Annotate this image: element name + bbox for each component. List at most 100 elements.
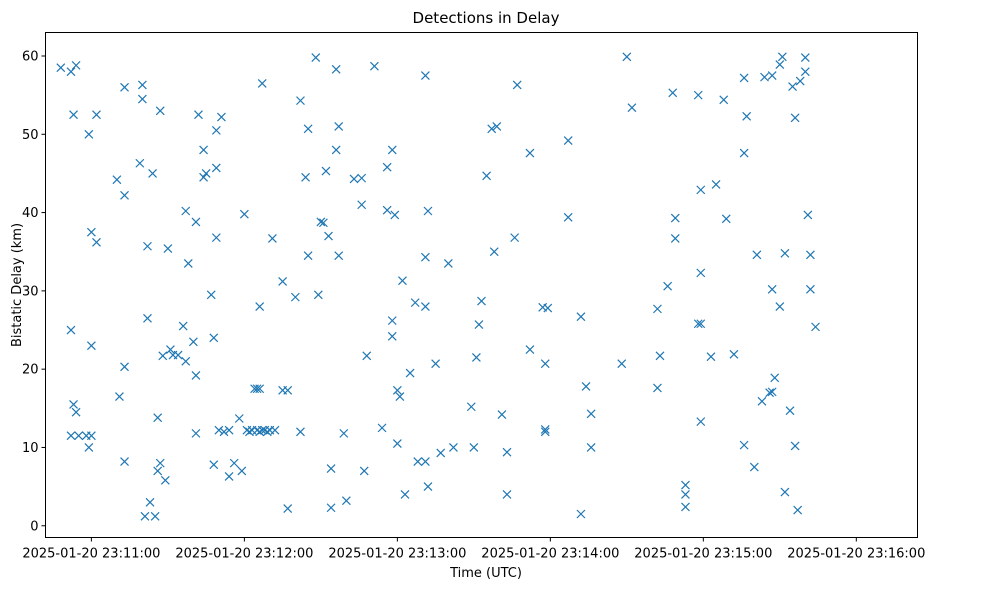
x-axis-label: Time (UTC)	[449, 566, 522, 581]
data-point	[321, 166, 331, 176]
data-point	[581, 381, 591, 391]
data-point	[211, 125, 221, 135]
data-point	[670, 213, 680, 223]
data-point	[742, 111, 752, 121]
data-point	[627, 103, 637, 113]
data-point	[326, 464, 336, 474]
y-tick-label: 20	[22, 363, 39, 378]
x-tick-label: 2025-01-20 23:16:00	[787, 547, 925, 562]
data-point	[775, 60, 785, 70]
data-point	[209, 460, 219, 470]
data-point	[502, 490, 512, 499]
data-point	[166, 345, 175, 355]
data-point	[201, 169, 211, 178]
data-point	[420, 71, 430, 80]
data-point	[296, 96, 305, 106]
data-point	[316, 217, 326, 227]
data-point	[471, 352, 481, 362]
data-point	[217, 112, 226, 122]
tick-layer: 0 10 20 30 40 50 60 2025-01-20 23:11:00 2025-01-…	[22, 49, 925, 561]
data-point	[143, 241, 152, 251]
data-point	[681, 490, 690, 499]
data-point	[115, 392, 124, 401]
data-point	[369, 61, 379, 71]
data-point	[357, 173, 367, 183]
data-point	[66, 431, 76, 441]
data-point	[326, 503, 336, 513]
y-tick-label: 0	[30, 519, 38, 534]
data-point	[780, 487, 790, 497]
data-point	[206, 290, 216, 300]
data-point	[262, 427, 272, 437]
data-point	[283, 385, 293, 395]
data-point	[805, 284, 815, 294]
data-point	[780, 248, 790, 258]
data-point	[512, 80, 522, 90]
data-point	[805, 250, 815, 260]
data-point	[392, 385, 402, 395]
data-point	[120, 190, 129, 200]
data-point	[443, 259, 453, 268]
data-point	[84, 129, 94, 139]
data-point	[278, 277, 288, 286]
data-point	[693, 319, 703, 329]
data-point	[696, 185, 706, 195]
data-point	[148, 169, 158, 178]
data-point	[183, 259, 193, 268]
data-point	[311, 53, 321, 62]
data-point	[219, 427, 229, 437]
data-point	[795, 76, 805, 86]
data-point	[214, 425, 224, 435]
data-point	[229, 458, 239, 468]
data-point	[150, 511, 160, 521]
data-point	[765, 388, 775, 398]
data-point	[163, 244, 173, 254]
data-point	[800, 53, 810, 62]
data-point	[301, 172, 310, 182]
data-points	[56, 52, 820, 521]
data-point	[211, 233, 221, 243]
data-point	[420, 252, 430, 262]
data-point	[224, 425, 234, 435]
data-point	[696, 268, 706, 278]
data-point	[525, 148, 535, 158]
data-point	[392, 439, 402, 448]
data-point	[586, 443, 596, 452]
data-point	[290, 292, 300, 302]
data-point	[153, 466, 163, 476]
data-point	[155, 458, 165, 468]
data-point	[382, 162, 392, 172]
data-point	[181, 206, 191, 216]
data-point	[729, 349, 739, 359]
data-point	[69, 110, 78, 120]
data-point	[793, 505, 803, 515]
data-point	[711, 179, 721, 189]
data-point	[245, 427, 254, 437]
y-tick-label: 60	[22, 49, 39, 64]
data-point	[790, 441, 800, 451]
data-point	[69, 399, 78, 409]
data-point	[158, 351, 168, 361]
data-point	[252, 384, 262, 394]
data-point	[502, 447, 512, 457]
data-point	[390, 210, 400, 220]
data-point	[339, 428, 349, 438]
data-point	[770, 373, 780, 383]
data-point	[653, 304, 662, 314]
data-point	[617, 359, 627, 369]
data-point	[420, 457, 430, 466]
data-point	[334, 122, 344, 131]
data-point	[400, 490, 410, 499]
data-point	[112, 175, 122, 185]
data-point	[492, 122, 502, 131]
data-point	[155, 106, 165, 116]
data-point	[405, 368, 415, 378]
data-point	[622, 52, 632, 62]
data-point	[410, 298, 420, 308]
data-point	[66, 325, 76, 335]
data-point	[423, 482, 433, 492]
data-point	[469, 443, 479, 452]
data-point	[191, 217, 201, 227]
x-tick-label: 2025-01-20 23:12:00	[175, 547, 313, 562]
data-point	[803, 210, 813, 220]
